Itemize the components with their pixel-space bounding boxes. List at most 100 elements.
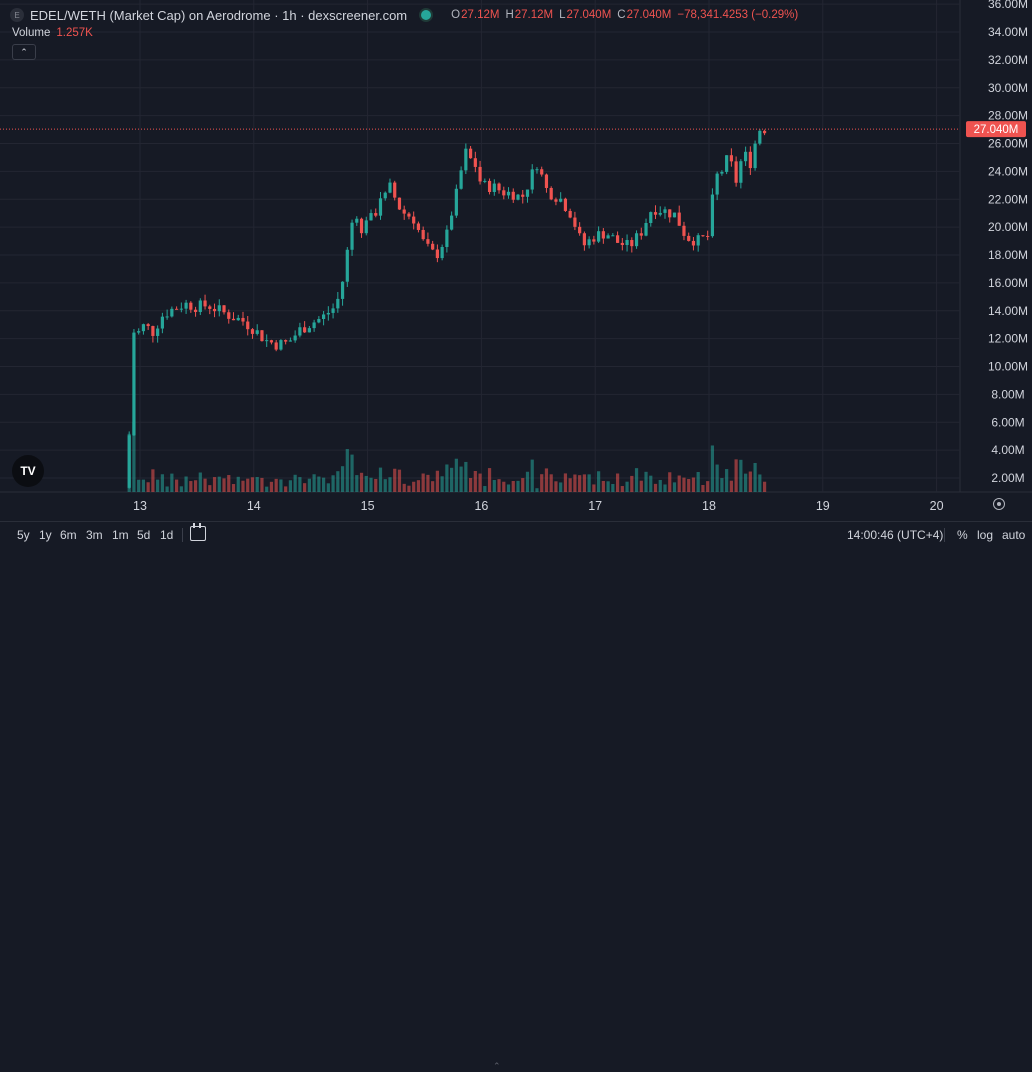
grid [0,0,1032,493]
low-value: 27.040M [566,9,612,21]
volume-bar [729,480,733,492]
candle-body [544,174,549,188]
volume-bar [208,485,212,492]
volume-bar [378,467,383,492]
volume-bar [359,472,364,492]
candle-body [506,191,511,196]
candle-body [127,435,131,488]
log-toggle[interactable]: log [977,528,994,542]
volume-bar [369,477,373,492]
collapse-legend-button[interactable]: ⌃ [12,44,36,60]
candle-body [634,233,639,247]
volume-bar [540,474,544,492]
chart-canvas[interactable]: 2.00M 4.00M 6.00M 8.00M 10.00M 12.00M 14.00M 16… [0,0,1032,521]
candle-body [720,171,724,174]
candle-body [260,330,264,342]
candle-body [132,332,136,436]
candle-body [597,231,601,242]
volume-bar [753,462,757,492]
candle-body [293,335,297,341]
auto-toggle[interactable]: auto [1002,528,1026,542]
candle-body [563,198,568,211]
volume-bar [317,476,321,492]
volume-bar [725,469,729,492]
timeframe-3m[interactable]: 3m [86,528,103,542]
candle-body [468,148,473,159]
timeframe-5d[interactable]: 5d [137,528,151,542]
y-tick-label: 22.00M [988,192,1028,206]
candle-body [573,217,577,227]
candle-body [175,308,179,310]
volume-bar [568,478,572,492]
resize-handle-icon[interactable]: ⌃ [493,1061,501,1071]
candle-body [141,324,146,332]
candle-body [321,314,326,320]
volume-bar [231,484,236,492]
candle-body [279,340,283,350]
calendar-icon[interactable] [190,523,206,541]
timeframe-1y[interactable]: 1y [39,528,52,542]
candle-body [606,235,610,239]
volume-bar [160,474,164,492]
tradingview-logo[interactable]: TV [12,455,44,487]
candle-body [170,308,174,317]
close-value: 27.040M [626,9,672,21]
candle-body [203,300,207,307]
candle-body [284,340,288,342]
candle-body [630,240,634,247]
volume-bar [744,473,748,492]
timeframe-1d[interactable]: 1d [160,528,174,542]
volume-bar [639,480,643,492]
candle-body [483,180,487,182]
candle-body [137,331,141,333]
y-tick-label: 14.00M [988,304,1028,318]
timeframe-5y[interactable]: 5y [17,528,30,542]
volume-bar [625,481,629,492]
x-tick-label: 15 [361,499,375,513]
volume-bar [340,466,345,492]
candle-body [445,229,449,247]
volume-bar [544,468,549,492]
candle-body [241,317,245,322]
volume-bar [516,480,520,492]
candle-body [701,235,705,237]
timezone-clock[interactable]: 14:00:46 (UTC+4) [847,528,944,542]
volume-bar [364,475,368,492]
volume-bar [525,471,530,492]
volume-bar [393,468,397,492]
volume-label[interactable]: Volume [12,27,51,39]
price-axis: 2.00M 4.00M 6.00M 8.00M 10.00M 12.00M 14.00M 16… [988,0,1028,485]
volume-bar [435,470,439,492]
volume-bar [431,481,435,492]
candle-body [658,212,662,215]
volume-bar [473,470,477,492]
volume-bar [212,477,217,492]
volume-bar [483,486,487,492]
timeframe-1m[interactable]: 1m [112,528,129,542]
volume-bar [559,482,563,492]
x-tick-label: 18 [702,499,716,513]
timeframe-6m[interactable]: 6m [60,528,77,542]
candle-body [592,239,596,242]
candle-body [364,220,368,234]
candle-body [345,249,349,282]
volume-bar [620,486,624,492]
candle-body [739,161,743,183]
volume-bar [203,478,207,492]
volume-bar [720,478,724,492]
candle-body [530,169,534,190]
percent-toggle[interactable]: % [957,528,968,542]
candle-body [502,190,506,196]
symbol-title[interactable]: EDEL/WETH (Market Cap) on Aerodrome · 1h… [30,7,408,23]
volume-bar [706,481,710,492]
volume-bar [578,475,582,492]
gear-icon[interactable] [993,498,1005,510]
volume-bar [615,473,620,492]
candle-body [165,316,169,318]
candle-body [421,229,425,240]
last-price-tag: 27.040M [974,124,1019,136]
volume-bar [250,477,255,492]
y-tick-label: 8.00M [991,387,1024,401]
open-label: O [451,9,461,21]
candle-body [193,309,198,312]
